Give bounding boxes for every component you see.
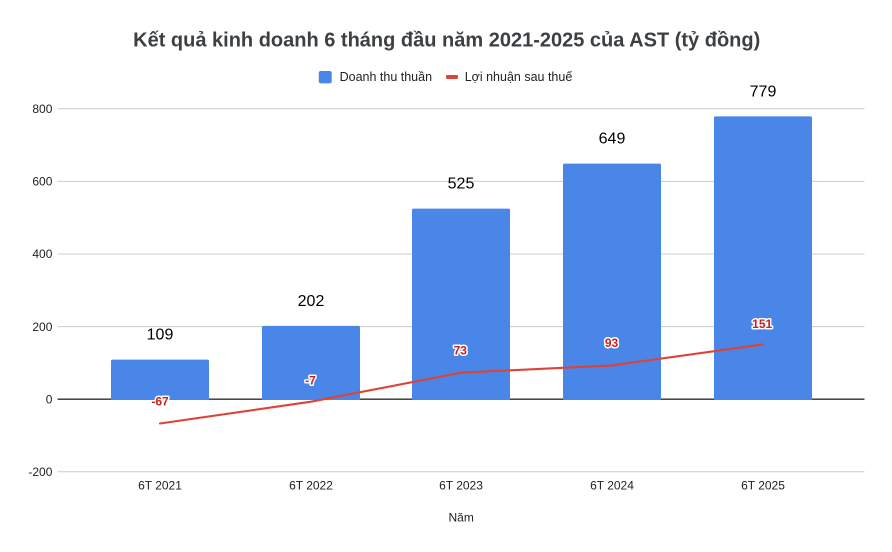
svg-text:400: 400	[32, 247, 52, 261]
svg-text:800: 800	[32, 102, 52, 116]
svg-text:6T 2023: 6T 2023	[439, 478, 483, 492]
svg-text:73: 73	[454, 344, 468, 358]
svg-text:200: 200	[32, 320, 52, 334]
svg-text:Kết quả kinh doanh 6 tháng đầu: Kết quả kinh doanh 6 tháng đầu năm 2021-…	[133, 29, 760, 51]
svg-text:Lợi nhuận sau thuế: Lợi nhuận sau thuế	[465, 70, 573, 84]
svg-text:600: 600	[32, 175, 52, 189]
svg-text:779: 779	[750, 83, 777, 100]
svg-text:-7: -7	[305, 374, 316, 388]
svg-text:-67: -67	[151, 395, 169, 409]
svg-text:93: 93	[605, 336, 619, 350]
svg-text:Năm: Năm	[449, 510, 474, 524]
svg-text:6T 2025: 6T 2025	[741, 478, 785, 492]
svg-text:202: 202	[298, 293, 325, 310]
svg-text:649: 649	[599, 131, 626, 148]
svg-text:109: 109	[147, 327, 174, 344]
svg-text:Doanh thu thuần: Doanh thu thuần	[340, 70, 432, 84]
svg-text:-200: -200	[28, 465, 52, 479]
svg-text:525: 525	[448, 176, 475, 193]
svg-text:6T 2024: 6T 2024	[590, 478, 634, 492]
svg-text:6T 2022: 6T 2022	[289, 478, 333, 492]
svg-text:0: 0	[46, 392, 53, 406]
svg-text:151: 151	[752, 317, 772, 331]
svg-text:6T 2021: 6T 2021	[138, 478, 182, 492]
